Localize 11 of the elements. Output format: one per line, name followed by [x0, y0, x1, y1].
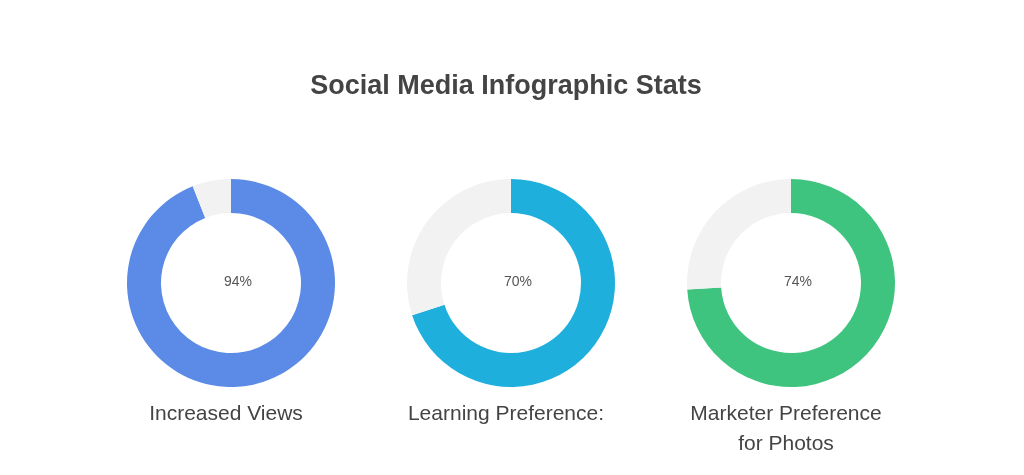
donut-slice: [127, 179, 335, 387]
data-label: 74%: [783, 272, 813, 289]
donut-slice: [412, 179, 615, 387]
data-label: 94%: [223, 272, 253, 289]
donut-slice: [687, 179, 895, 387]
text: Increased Views: [148, 400, 304, 426]
chart-title: Social Media Infographic Stats: [309, 69, 703, 102]
text: Marketer Preference for Photos: [689, 400, 883, 456]
data-label: 70%: [503, 272, 533, 289]
donut-slice: [192, 179, 231, 218]
text: Learning Preference:: [406, 400, 606, 426]
